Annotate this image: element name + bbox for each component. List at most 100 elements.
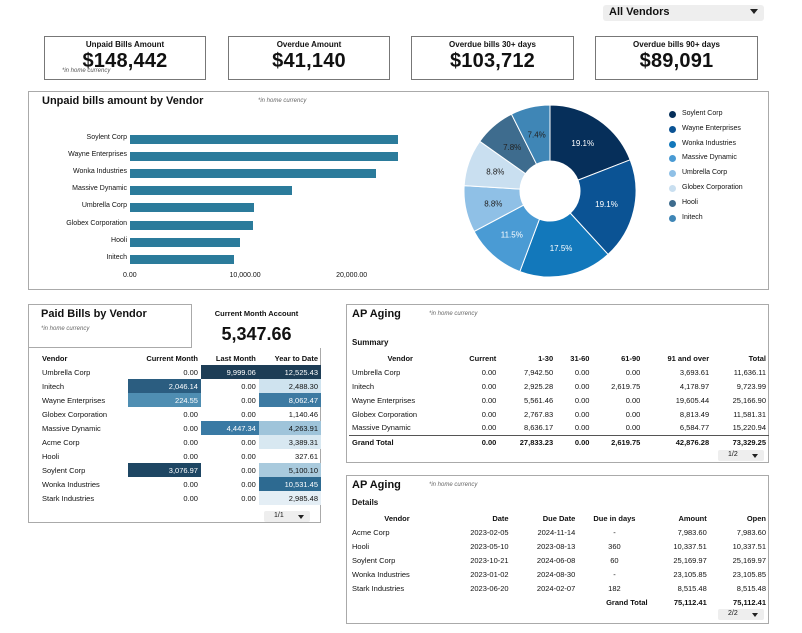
value-cell: 25,169.97 <box>673 555 707 565</box>
summary-pager[interactable]: 1/2 <box>718 450 764 461</box>
panel-title: Paid Bills by Vendor <box>41 308 147 320</box>
table-row: Stark Industries 2023-06-20 2024-02-07 182 8… <box>349 581 769 595</box>
bar <box>130 169 377 179</box>
col-61-90: 61-90 <box>621 353 641 363</box>
value-cell: 2023-06-20 <box>470 583 509 593</box>
col-31-60: 31-60 <box>570 353 590 363</box>
value-cell: 2023-01-02 <box>470 569 509 579</box>
value-cell: 2024-11-14 <box>537 527 576 537</box>
value-cell: 25,169.97 <box>732 555 766 565</box>
donut-slice-label: 11.5% <box>501 231 523 240</box>
kpi-label: Overdue Amount <box>276 40 342 49</box>
paid-pager[interactable]: 1/1 <box>264 511 310 522</box>
chevron-down-icon <box>750 9 758 14</box>
details-pager[interactable]: 2/2 <box>718 609 764 620</box>
value-cell: 2,767.83 <box>523 409 554 419</box>
value-cell: - <box>613 569 616 579</box>
table-row: Wayne Enterprises 0.00 5,561.46 0.00 0.00 19,… <box>349 393 769 407</box>
value-cell: 0.00 <box>574 367 590 377</box>
total-label: Grand Total <box>352 437 394 447</box>
empty-cell <box>445 595 512 609</box>
chevron-down-icon <box>298 515 304 519</box>
pager-label: 1/1 <box>274 512 284 519</box>
empty-cell <box>512 595 579 609</box>
vendor-cell: Umbrella Corp <box>352 367 401 377</box>
value-cell: 2023-05-10 <box>470 541 509 551</box>
bar-category-label: Wayne Enterprises <box>68 151 127 159</box>
value-cell: 0.00 <box>625 409 641 419</box>
bar <box>130 237 241 247</box>
vendor-cell: Massive Dynamic <box>352 423 411 433</box>
value-cell: 0.00 <box>574 409 590 419</box>
bar-category-label: Soylent Corp <box>86 134 127 141</box>
value-cell: 0.00 <box>241 465 256 475</box>
value-cell: 3,076.97 <box>128 463 201 477</box>
donut-slice <box>549 104 631 181</box>
table-row: Massive Dynamic 0.00 8,636.17 0.00 0.00 6,584… <box>349 421 769 435</box>
vendor-cell: Soylent Corp <box>42 465 86 475</box>
value-cell: 6,584.77 <box>679 423 710 433</box>
col-year-to-date: Year to Date <box>274 353 318 363</box>
vendor-cell: Stark Industries <box>42 493 95 503</box>
grand-total-row: Grand Total 75,112.41 75,112.41 <box>349 595 769 609</box>
value-cell: 2024-06-08 <box>536 555 576 565</box>
table-row: Acme Corp 0.00 0.00 3,389.31 <box>39 435 321 449</box>
bar <box>130 254 234 264</box>
table-row: Hooli 0.00 0.00 327.61 <box>39 449 321 463</box>
vendor-cell: Stark Industries <box>352 583 405 593</box>
table-header-row: Vendor Current 1-30 31-60 61-90 91 and o… <box>349 351 769 365</box>
chevron-down-icon <box>752 613 758 617</box>
value-cell: 2,488.30 <box>258 379 321 393</box>
value-cell: 0.00 <box>241 437 256 447</box>
current-month-label: Current Month Account <box>214 309 299 318</box>
vendor-filter-select[interactable]: All Vendors <box>603 5 764 21</box>
donut-slice-label: 7.4% <box>528 131 546 140</box>
value-cell: 2023-10-21 <box>470 555 509 565</box>
table-header-row: Vendor Date Due Date Due in days Amount … <box>349 511 769 525</box>
table-row: Stark Industries 0.00 0.00 2,985.48 <box>39 491 321 505</box>
kpi-value: $148,442 <box>82 50 168 72</box>
x-tick-label: 0.00 <box>123 272 137 279</box>
value-cell: 60 <box>610 555 619 565</box>
total-value: 0.00 <box>574 437 590 447</box>
chevron-down-icon <box>752 454 758 458</box>
legend-swatch <box>669 214 676 222</box>
panel-note: *in home currency <box>429 311 478 317</box>
legend-label: Soylent Corp <box>682 110 723 117</box>
value-cell: 0.00 <box>183 367 198 377</box>
value-cell: 2,619.75 <box>611 381 641 391</box>
value-cell: 8,813.49 <box>679 409 710 419</box>
table-row: Wayne Enterprises 224.55 0.00 8,062.47 <box>39 393 321 407</box>
kpi-value: $103,712 <box>449 50 536 72</box>
col-current: Current <box>469 353 497 363</box>
total-value: 73,329.25 <box>732 437 766 447</box>
table-row: Wonka Industries 0.00 0.00 10,531.45 <box>39 477 321 491</box>
donut-slice <box>519 212 609 278</box>
unpaid-by-vendor-panel: Unpaid bills amount by Vendor *in home c… <box>28 91 769 290</box>
kpi-note: *in home currency <box>62 68 111 74</box>
value-cell: 0.00 <box>574 395 590 405</box>
value-cell: 0.00 <box>183 479 198 489</box>
empty-cell <box>349 595 445 609</box>
value-cell: 23,105.85 <box>673 569 707 579</box>
value-cell: 10,531.45 <box>258 477 321 491</box>
value-cell: 5,561.46 <box>523 395 554 405</box>
kpi-unpaid-bills: Unpaid Bills Amount $148,442 *in home cu… <box>44 36 206 80</box>
legend-label: Wonka Industries <box>682 139 736 147</box>
table-row: Globex Corporation 0.00 2,767.83 0.00 0.00 8,… <box>349 407 769 421</box>
kpi-label: Unpaid Bills Amount <box>85 40 165 49</box>
ap-aging-details-panel: AP Aging *in home currency Details Vendo… <box>346 475 769 624</box>
value-cell: 360 <box>608 541 621 551</box>
vendor-cell: Acme Corp <box>352 527 390 537</box>
donut-slice-label: 7.8% <box>503 143 521 152</box>
value-cell: 2023-02-05 <box>470 527 509 537</box>
value-cell: 9,723.99 <box>736 381 766 391</box>
value-cell: 2024-02-07 <box>536 583 576 593</box>
value-cell: 11,636.11 <box>733 367 766 377</box>
value-cell: 11,581.31 <box>733 409 766 419</box>
legend-swatch <box>669 199 676 207</box>
value-cell: 4,178.97 <box>679 381 710 391</box>
value-cell: 327.61 <box>295 451 318 461</box>
vendor-cell: Globex Corporation <box>42 409 108 419</box>
col-vendor: Vendor <box>387 353 413 363</box>
